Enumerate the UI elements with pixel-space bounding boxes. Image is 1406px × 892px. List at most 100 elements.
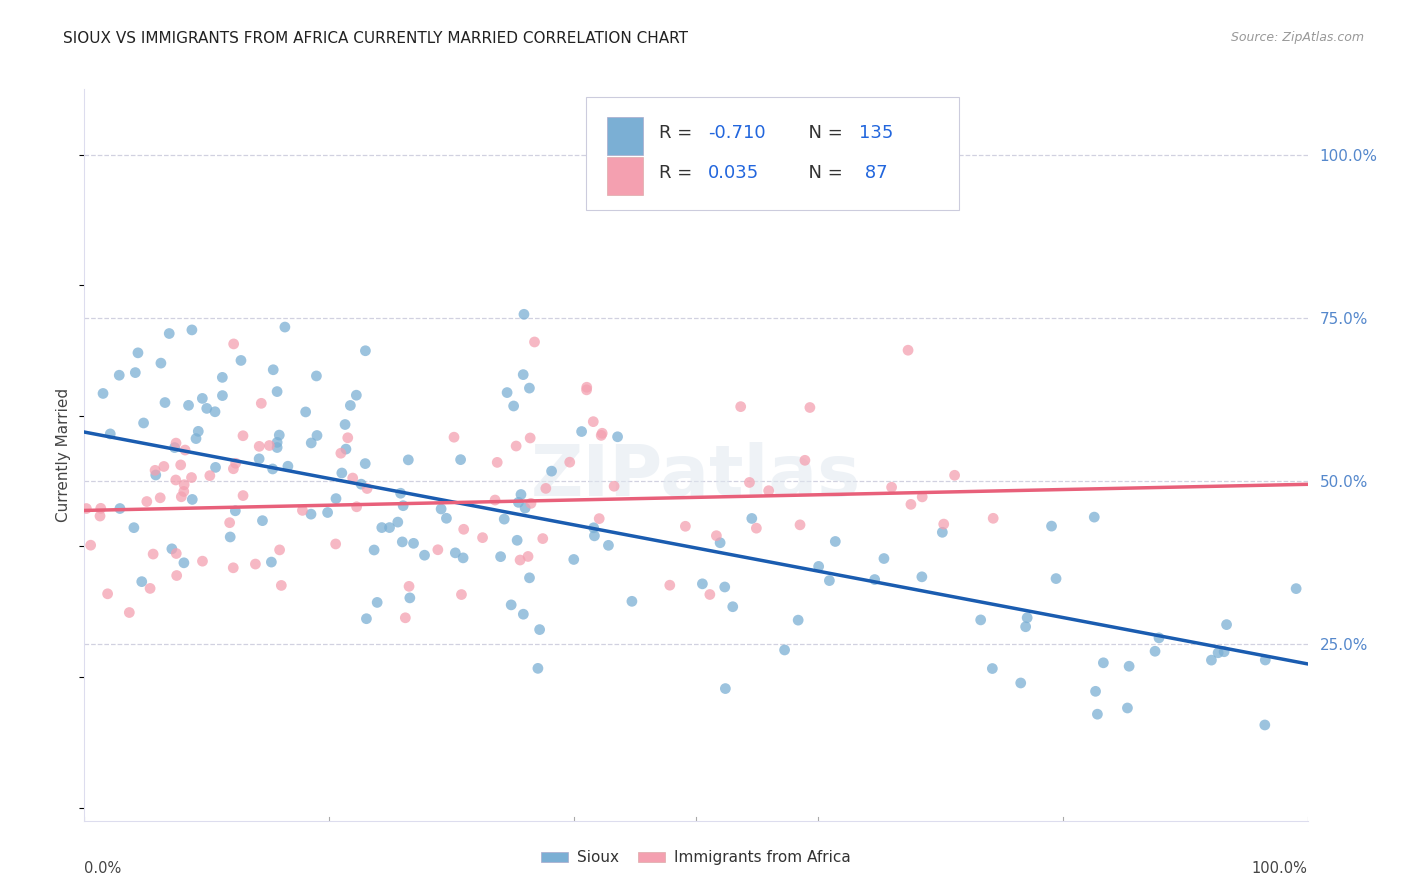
Point [1254,718,1277,732]
Text: 135: 135 [859,124,893,142]
Point [79,538,101,552]
Point [299,436,322,450]
Point [513,307,536,321]
Point [880,480,903,494]
Point [291,503,314,517]
Point [730,400,752,414]
Point [165,547,187,561]
Point [591,428,613,442]
Text: 0.035: 0.035 [709,164,759,182]
Point [266,384,288,399]
Point [153,395,176,409]
Point [534,482,557,496]
Point [396,453,419,467]
Point [378,520,401,534]
Point [453,522,475,536]
Point [773,643,796,657]
Point [540,464,562,478]
Point [177,398,200,412]
Point [1147,631,1170,645]
Point [582,521,605,535]
Point [108,368,131,383]
Point [721,599,744,614]
Text: R =: R = [659,164,699,182]
Point [294,405,316,419]
Point [305,428,328,442]
Point [911,490,934,504]
Point [173,477,195,491]
Point [160,541,183,556]
Point [450,452,472,467]
Point [558,455,581,469]
Point [807,559,830,574]
Point [266,441,288,455]
Point [1213,645,1236,659]
Point [583,529,606,543]
Point [520,496,543,510]
Point [1285,582,1308,596]
Point [745,521,768,535]
Point [335,442,357,456]
Point [166,568,188,582]
FancyBboxPatch shape [586,96,959,210]
Point [139,582,162,596]
Point [371,520,394,534]
Point [211,388,233,402]
Point [562,552,585,566]
Point [250,396,273,410]
Point [262,363,284,377]
Point [149,356,172,370]
Point [692,577,714,591]
Point [402,536,425,550]
Point [165,473,187,487]
Point [195,401,218,416]
Point [1084,684,1107,698]
Point [149,491,172,505]
Point [90,501,112,516]
Point [252,514,274,528]
Point [588,511,610,525]
Legend: Sioux, Immigrants from Africa: Sioux, Immigrants from Africa [534,845,858,871]
Point [222,561,245,575]
Point [387,515,409,529]
Point [489,549,512,564]
Point [131,574,153,589]
Point [330,466,353,480]
Point [513,501,536,516]
Point [1201,653,1223,667]
Point [508,495,530,509]
Point [505,439,527,453]
Point [502,399,524,413]
Point [1083,510,1105,524]
Point [413,548,436,562]
Point [354,343,377,358]
Point [229,353,252,368]
Point [389,486,412,500]
Text: Source: ZipAtlas.com: Source: ZipAtlas.com [1230,31,1364,45]
Point [356,482,378,496]
Point [224,504,246,518]
Point [142,547,165,561]
Point [969,613,991,627]
Point [981,511,1004,525]
Point [1040,519,1063,533]
Point [658,578,681,592]
Point [1017,611,1039,625]
Point [346,500,368,514]
Point [673,519,696,533]
Point [1116,701,1139,715]
Point [394,611,416,625]
Point [484,493,506,508]
Point [299,507,322,521]
Point [108,501,131,516]
Point [316,506,339,520]
Point [219,530,242,544]
Bar [606,117,644,155]
Text: 0.0%: 0.0% [84,861,121,876]
Point [519,431,541,445]
Point [218,516,240,530]
Point [1014,620,1036,634]
Point [1118,659,1140,673]
Text: SIOUX VS IMMIGRANTS FROM AFRICA CURRENTLY MARRIED CORRELATION CHART: SIOUX VS IMMIGRANTS FROM AFRICA CURRENTL… [63,31,689,46]
Point [198,468,221,483]
